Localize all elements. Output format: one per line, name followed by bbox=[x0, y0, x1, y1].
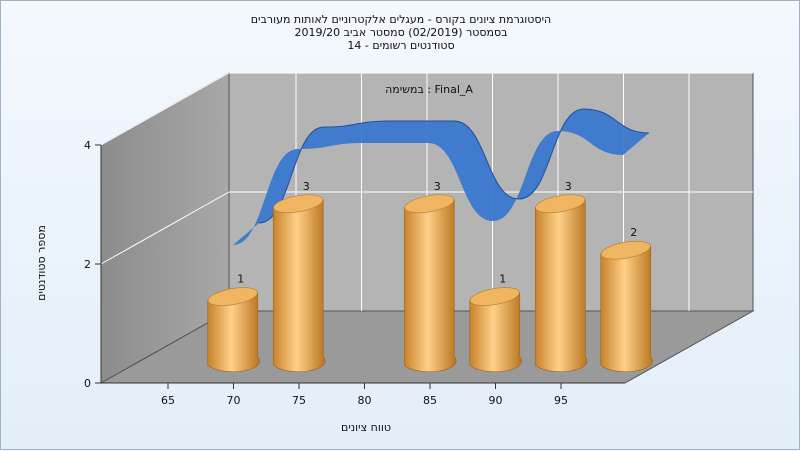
y-ticks: 0 2 4 bbox=[84, 139, 101, 390]
chart-title-line-2: בסמסטר (02/2019) סמסטר אביב 2019/20 bbox=[294, 26, 508, 39]
bar-body-5 bbox=[600, 245, 653, 373]
bar-body-0 bbox=[207, 292, 260, 373]
y-tick-label-2: 4 bbox=[84, 139, 91, 152]
curve-ribbon-edge bbox=[258, 108, 650, 224]
bar-body-1 bbox=[272, 199, 326, 373]
y-tick-label-1: 2 bbox=[84, 258, 91, 271]
gridline-left-1 bbox=[100, 72, 230, 146]
bar-value-label-1: 3 bbox=[303, 180, 310, 193]
bar-5: 2 bbox=[600, 226, 653, 373]
bar-value-label-5: 2 bbox=[630, 226, 637, 239]
bar-value-label-4: 3 bbox=[565, 180, 572, 193]
bar-top-5 bbox=[600, 240, 651, 260]
chart-title-line-3: סטודנטים רשומים - 14 bbox=[347, 39, 455, 52]
x-tick-label-0: 65 bbox=[161, 394, 175, 407]
bar-top-1 bbox=[273, 194, 324, 214]
bar-value-label-0: 1 bbox=[237, 273, 244, 286]
bar-body-4 bbox=[534, 199, 588, 373]
curve-ribbon bbox=[233, 108, 650, 245]
x-axis-label: טווח ציונים bbox=[341, 421, 391, 434]
chart-title-line-1: היסטוגרמת ציונים בקורס - מעגלים אלקטרוני… bbox=[250, 13, 552, 26]
y-axis-label: מספר סטודנטים bbox=[35, 225, 48, 301]
bar-top-0 bbox=[207, 287, 258, 306]
x-tick-label-4: 85 bbox=[423, 394, 437, 407]
bar-0: 1 bbox=[207, 273, 260, 373]
bar-body-3 bbox=[469, 292, 522, 373]
bar-value-label-2: 3 bbox=[434, 180, 441, 193]
bar-top-2 bbox=[404, 194, 455, 214]
x-ticks: 65 70 75 80 85 90 95 bbox=[161, 383, 568, 407]
bar-top-3 bbox=[469, 287, 520, 306]
bar-value-label-3: 1 bbox=[499, 273, 506, 286]
bar-2: 3 bbox=[403, 180, 457, 373]
task-annotation: במשימה : Final_A bbox=[385, 83, 473, 96]
x-tick-label-3: 80 bbox=[358, 394, 372, 407]
bar-3: 1 bbox=[469, 273, 522, 373]
gridline-left-0 bbox=[100, 191, 230, 265]
bar-1: 3 bbox=[272, 180, 326, 373]
x-tick-label-6: 95 bbox=[554, 394, 568, 407]
x-tick-label-1: 70 bbox=[227, 394, 241, 407]
bars: 1 3 3 1 3 2 bbox=[207, 180, 653, 373]
bar-body-2 bbox=[403, 199, 457, 373]
y-tick-label-0: 0 bbox=[84, 377, 91, 390]
x-tick-label-5: 90 bbox=[489, 394, 503, 407]
bar-top-4 bbox=[535, 194, 586, 214]
curve-ribbon-shape bbox=[233, 109, 649, 245]
x-tick-label-2: 75 bbox=[292, 394, 306, 407]
bar-4: 3 bbox=[534, 180, 588, 373]
